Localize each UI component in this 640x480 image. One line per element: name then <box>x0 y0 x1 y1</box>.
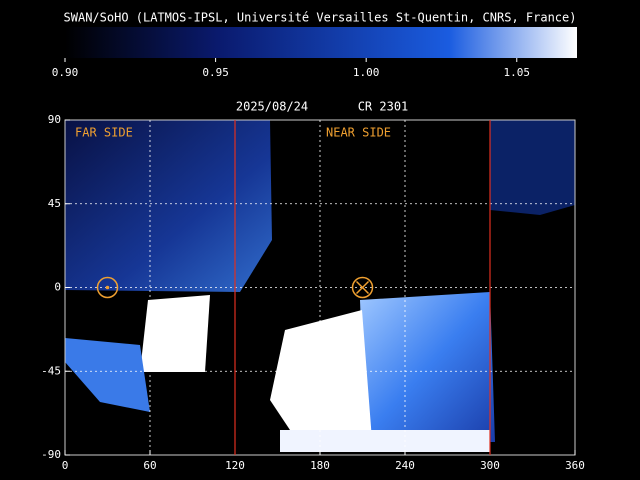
far-side-dot <box>105 285 110 290</box>
y-tick-label: 0 <box>54 281 61 294</box>
y-tick-label: 90 <box>48 113 61 126</box>
far-side-label: FAR SIDE <box>75 126 133 140</box>
y-tick-label: 45 <box>48 197 61 210</box>
colorbar <box>65 27 577 58</box>
chart-title: SWAN/SoHO (LATMOS-IPSL, Université Versa… <box>64 11 577 25</box>
x-tick-label: 360 <box>565 459 585 472</box>
rotation: CR 2301 <box>358 100 409 114</box>
intensity-map <box>65 120 575 452</box>
far-side-marker <box>96 276 119 299</box>
x-tick-label: 0 <box>62 459 69 472</box>
date: 2025/08/24 <box>236 100 308 114</box>
near-side-label: NEAR SIDE <box>326 126 391 140</box>
near-side-cross <box>355 280 370 295</box>
x-tick-label: 60 <box>143 459 156 472</box>
colorbar-tick-label: 1.00 <box>353 66 380 79</box>
colorbar-tick-label: 1.05 <box>504 66 531 79</box>
colorbar-tick-label: 0.95 <box>202 66 229 79</box>
y-tick-label: -45 <box>41 364 61 377</box>
near-side-marker <box>351 276 374 299</box>
x-tick-label: 180 <box>310 459 330 472</box>
x-tick-label: 120 <box>225 459 245 472</box>
colorbar-tick-label: 0.90 <box>52 66 79 79</box>
y-tick-label: -90 <box>41 448 61 461</box>
x-tick-label: 300 <box>480 459 500 472</box>
x-tick-label: 240 <box>395 459 415 472</box>
